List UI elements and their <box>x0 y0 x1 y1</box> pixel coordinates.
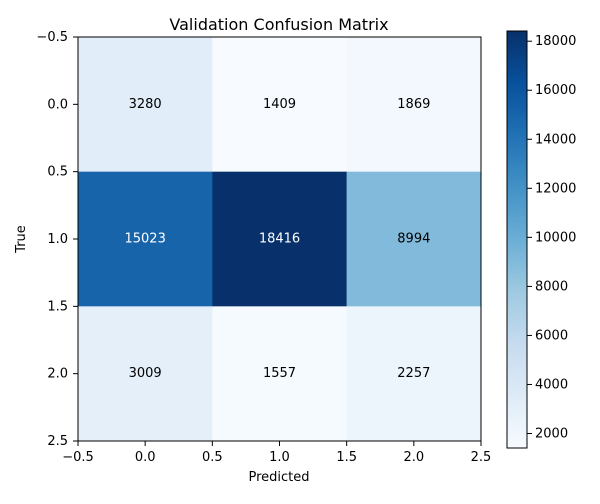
y-tick-label-1: 0.0 <box>47 97 68 112</box>
cell-value-2-2: 2257 <box>397 366 430 381</box>
x-axis-label: Predicted <box>248 470 309 485</box>
heatmap-annotations: 3280 1409 1869 15023 18416 8994 3009 1557 2257 <box>124 97 430 381</box>
colorbar-tick-label-1: 4000 <box>535 377 568 392</box>
y-axis-label: True <box>14 225 29 254</box>
colorbar-tick-label-7: 16000 <box>535 83 576 98</box>
cell-value-0-2: 1869 <box>397 97 430 112</box>
heatmap-cell-0-0 <box>78 37 213 172</box>
x-ticks: −0.5 0.0 0.5 1.0 1.5 2.0 2.5 <box>62 441 491 465</box>
cell-value-1-0: 15023 <box>124 232 165 247</box>
chart-title: Validation Confusion Matrix <box>169 15 388 34</box>
y-tick-label-5: 2.0 <box>47 367 68 382</box>
heatmap-cell-1-0 <box>78 171 213 307</box>
heatmap-cell-2-0 <box>78 306 213 442</box>
heatmap-cell-2-2 <box>346 306 482 442</box>
colorbar-tick-label-6: 14000 <box>535 132 576 147</box>
colorbar-tick-label-4: 10000 <box>535 230 576 245</box>
heatmap-cell-0-2 <box>346 37 482 172</box>
y-tick-label-2: 0.5 <box>47 165 68 180</box>
y-tick-label-3: 1.0 <box>47 232 68 247</box>
heatmap-cell-1-2 <box>346 171 482 307</box>
cell-value-1-2: 8994 <box>397 232 430 247</box>
x-tick-label-4: 1.5 <box>336 450 357 465</box>
colorbar-tick-label-8: 18000 <box>535 34 576 49</box>
cell-value-2-0: 3009 <box>129 366 162 381</box>
x-tick-label-3: 1.0 <box>269 450 290 465</box>
heatmap-cell-2-1 <box>212 306 347 442</box>
colorbar: 2000 4000 6000 8000 10000 12000 14000 16000 1800… <box>506 30 576 449</box>
x-tick-label-6: 2.5 <box>471 450 492 465</box>
heatmap-cells <box>78 37 482 442</box>
x-tick-label-2: 0.5 <box>202 450 223 465</box>
y-ticks: −0.5 0.0 0.5 1.0 1.5 2.0 2.5 <box>36 30 78 449</box>
x-tick-label-0: −0.5 <box>62 450 94 465</box>
heatmap-cell-0-1 <box>212 37 347 172</box>
cell-value-0-0: 3280 <box>129 97 162 112</box>
colorbar-gradient <box>507 31 527 448</box>
cell-value-0-1: 1409 <box>263 97 296 112</box>
y-tick-label-0: −0.5 <box>36 30 68 45</box>
heatmap-cell-1-1 <box>212 171 347 307</box>
cell-value-1-1: 18416 <box>259 232 300 247</box>
x-tick-label-1: 0.0 <box>135 450 156 465</box>
colorbar-tick-label-0: 2000 <box>535 427 568 442</box>
y-tick-label-4: 1.5 <box>47 299 68 314</box>
x-tick-label-5: 2.0 <box>403 450 424 465</box>
colorbar-frame <box>506 30 528 449</box>
colorbar-tick-label-5: 12000 <box>535 181 576 196</box>
y-tick-label-6: 2.5 <box>47 434 68 449</box>
cell-value-2-1: 1557 <box>263 366 296 381</box>
colorbar-tick-label-2: 6000 <box>535 328 568 343</box>
colorbar-tick-label-3: 8000 <box>535 279 568 294</box>
